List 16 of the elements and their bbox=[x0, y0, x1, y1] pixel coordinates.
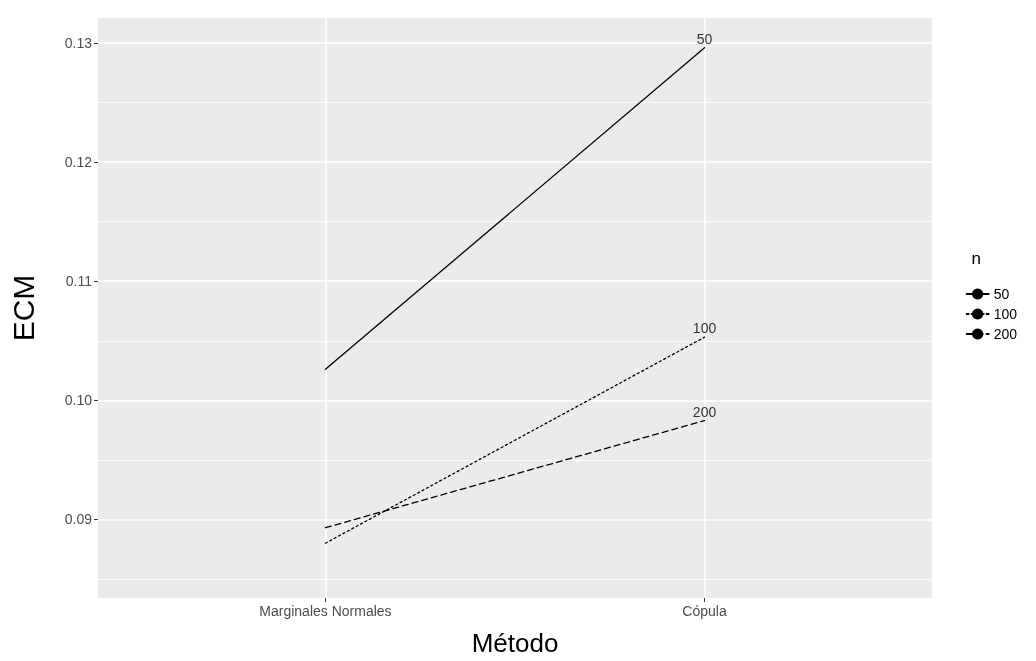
legend-title: n bbox=[971, 249, 982, 268]
y-tick-label: 0.10 bbox=[64, 392, 93, 409]
annotation: 100 bbox=[692, 320, 717, 337]
legend-label: 50 bbox=[993, 286, 1010, 302]
y-tick-label: 0.13 bbox=[64, 35, 93, 52]
y-tick-label: 0.12 bbox=[64, 154, 93, 171]
annotation: 50 bbox=[696, 30, 713, 47]
y-tick-label: 0.11 bbox=[65, 273, 93, 290]
legend-label: 100 bbox=[993, 306, 1018, 322]
y-tick-label: 0.09 bbox=[64, 511, 93, 528]
x-tick-label: Marginales Normales bbox=[259, 603, 392, 619]
y-axis-title: ECM bbox=[6, 274, 40, 342]
x-axis-title: Método bbox=[471, 628, 559, 658]
x-tick-label: Cópula bbox=[682, 603, 727, 619]
annotation: 200 bbox=[692, 403, 717, 420]
legend-label: 200 bbox=[993, 326, 1018, 342]
